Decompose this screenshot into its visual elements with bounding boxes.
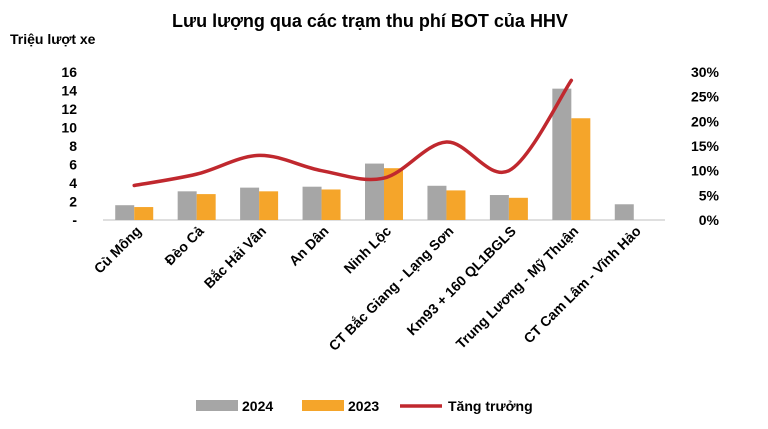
category-label: CT Cam Lâm - Vĩnh Hảo: [520, 223, 644, 347]
y-axis-ticks: - 2 4 6 8 10 12 14 16: [61, 64, 77, 228]
y2-tick-label: 5%: [699, 187, 720, 203]
bar-2023: [134, 207, 154, 220]
y-tick-label: 2: [69, 194, 77, 210]
legend-label: Tăng trưởng: [448, 398, 533, 414]
growth-line: [132, 78, 574, 188]
bar-2024: [427, 185, 447, 220]
bar-2023: [259, 191, 279, 220]
y-axis-unit-label: Triệu lượt xe: [10, 31, 96, 47]
bar-2023: [571, 118, 591, 220]
legend-swatch-2023: [302, 400, 344, 411]
bar-2024: [240, 187, 260, 220]
y-tick-label: 8: [69, 138, 77, 154]
y-tick-label: 14: [61, 83, 77, 99]
y2-axis-ticks: 0% 5% 10% 15% 20% 25% 30%: [691, 64, 720, 228]
y-tick-label: 6: [69, 157, 77, 173]
bar-2023: [508, 197, 528, 220]
bar-2023: [196, 194, 216, 220]
bars: [115, 88, 634, 221]
legend: 2024 2023 Tăng trưởng: [196, 398, 533, 414]
y-tick-label: 16: [61, 64, 77, 80]
bar-2024: [614, 204, 634, 220]
category-label: Đèo Cả: [161, 223, 207, 269]
bar-2023: [321, 189, 341, 220]
y2-tick-label: 0%: [699, 212, 720, 228]
legend-label: 2023: [348, 398, 379, 414]
y-tick-label: 4: [69, 175, 77, 191]
legend-swatch-2024: [196, 400, 238, 411]
y-tick-label: -: [72, 212, 77, 228]
y2-tick-label: 25%: [691, 89, 720, 105]
chart-title: Lưu lượng qua các trạm thu phí BOT của H…: [172, 11, 568, 31]
y2-tick-label: 10%: [691, 163, 720, 179]
bar-2024: [489, 195, 509, 220]
bar-2023: [446, 190, 466, 220]
bar-2024: [302, 186, 322, 220]
category-label: Cù Mông: [91, 223, 145, 277]
bar-2024: [177, 191, 197, 220]
category-label: CT Bắc Giang - Lạng Sơn: [325, 222, 457, 354]
growth-line-layer: [132, 78, 574, 188]
bar-2024: [115, 205, 135, 220]
category-label: Trung Lương - Mỹ Thuận: [453, 223, 582, 352]
bar-2024: [365, 163, 384, 220]
y-tick-label: 12: [61, 101, 77, 117]
y-tick-label: 10: [61, 120, 77, 136]
legend-label: 2024: [242, 398, 273, 414]
bar-2023: [384, 168, 403, 220]
y2-tick-label: 20%: [691, 113, 720, 129]
bar-2024: [552, 88, 572, 221]
category-label: An Dân: [286, 223, 332, 269]
category-label: Km93 + 160 QL1BGLS: [403, 223, 519, 339]
y2-tick-label: 30%: [691, 64, 720, 80]
category-label: Bắc Hải Vân: [200, 222, 269, 291]
category-label: Ninh Lộc: [340, 223, 394, 277]
y2-tick-label: 15%: [691, 138, 720, 154]
